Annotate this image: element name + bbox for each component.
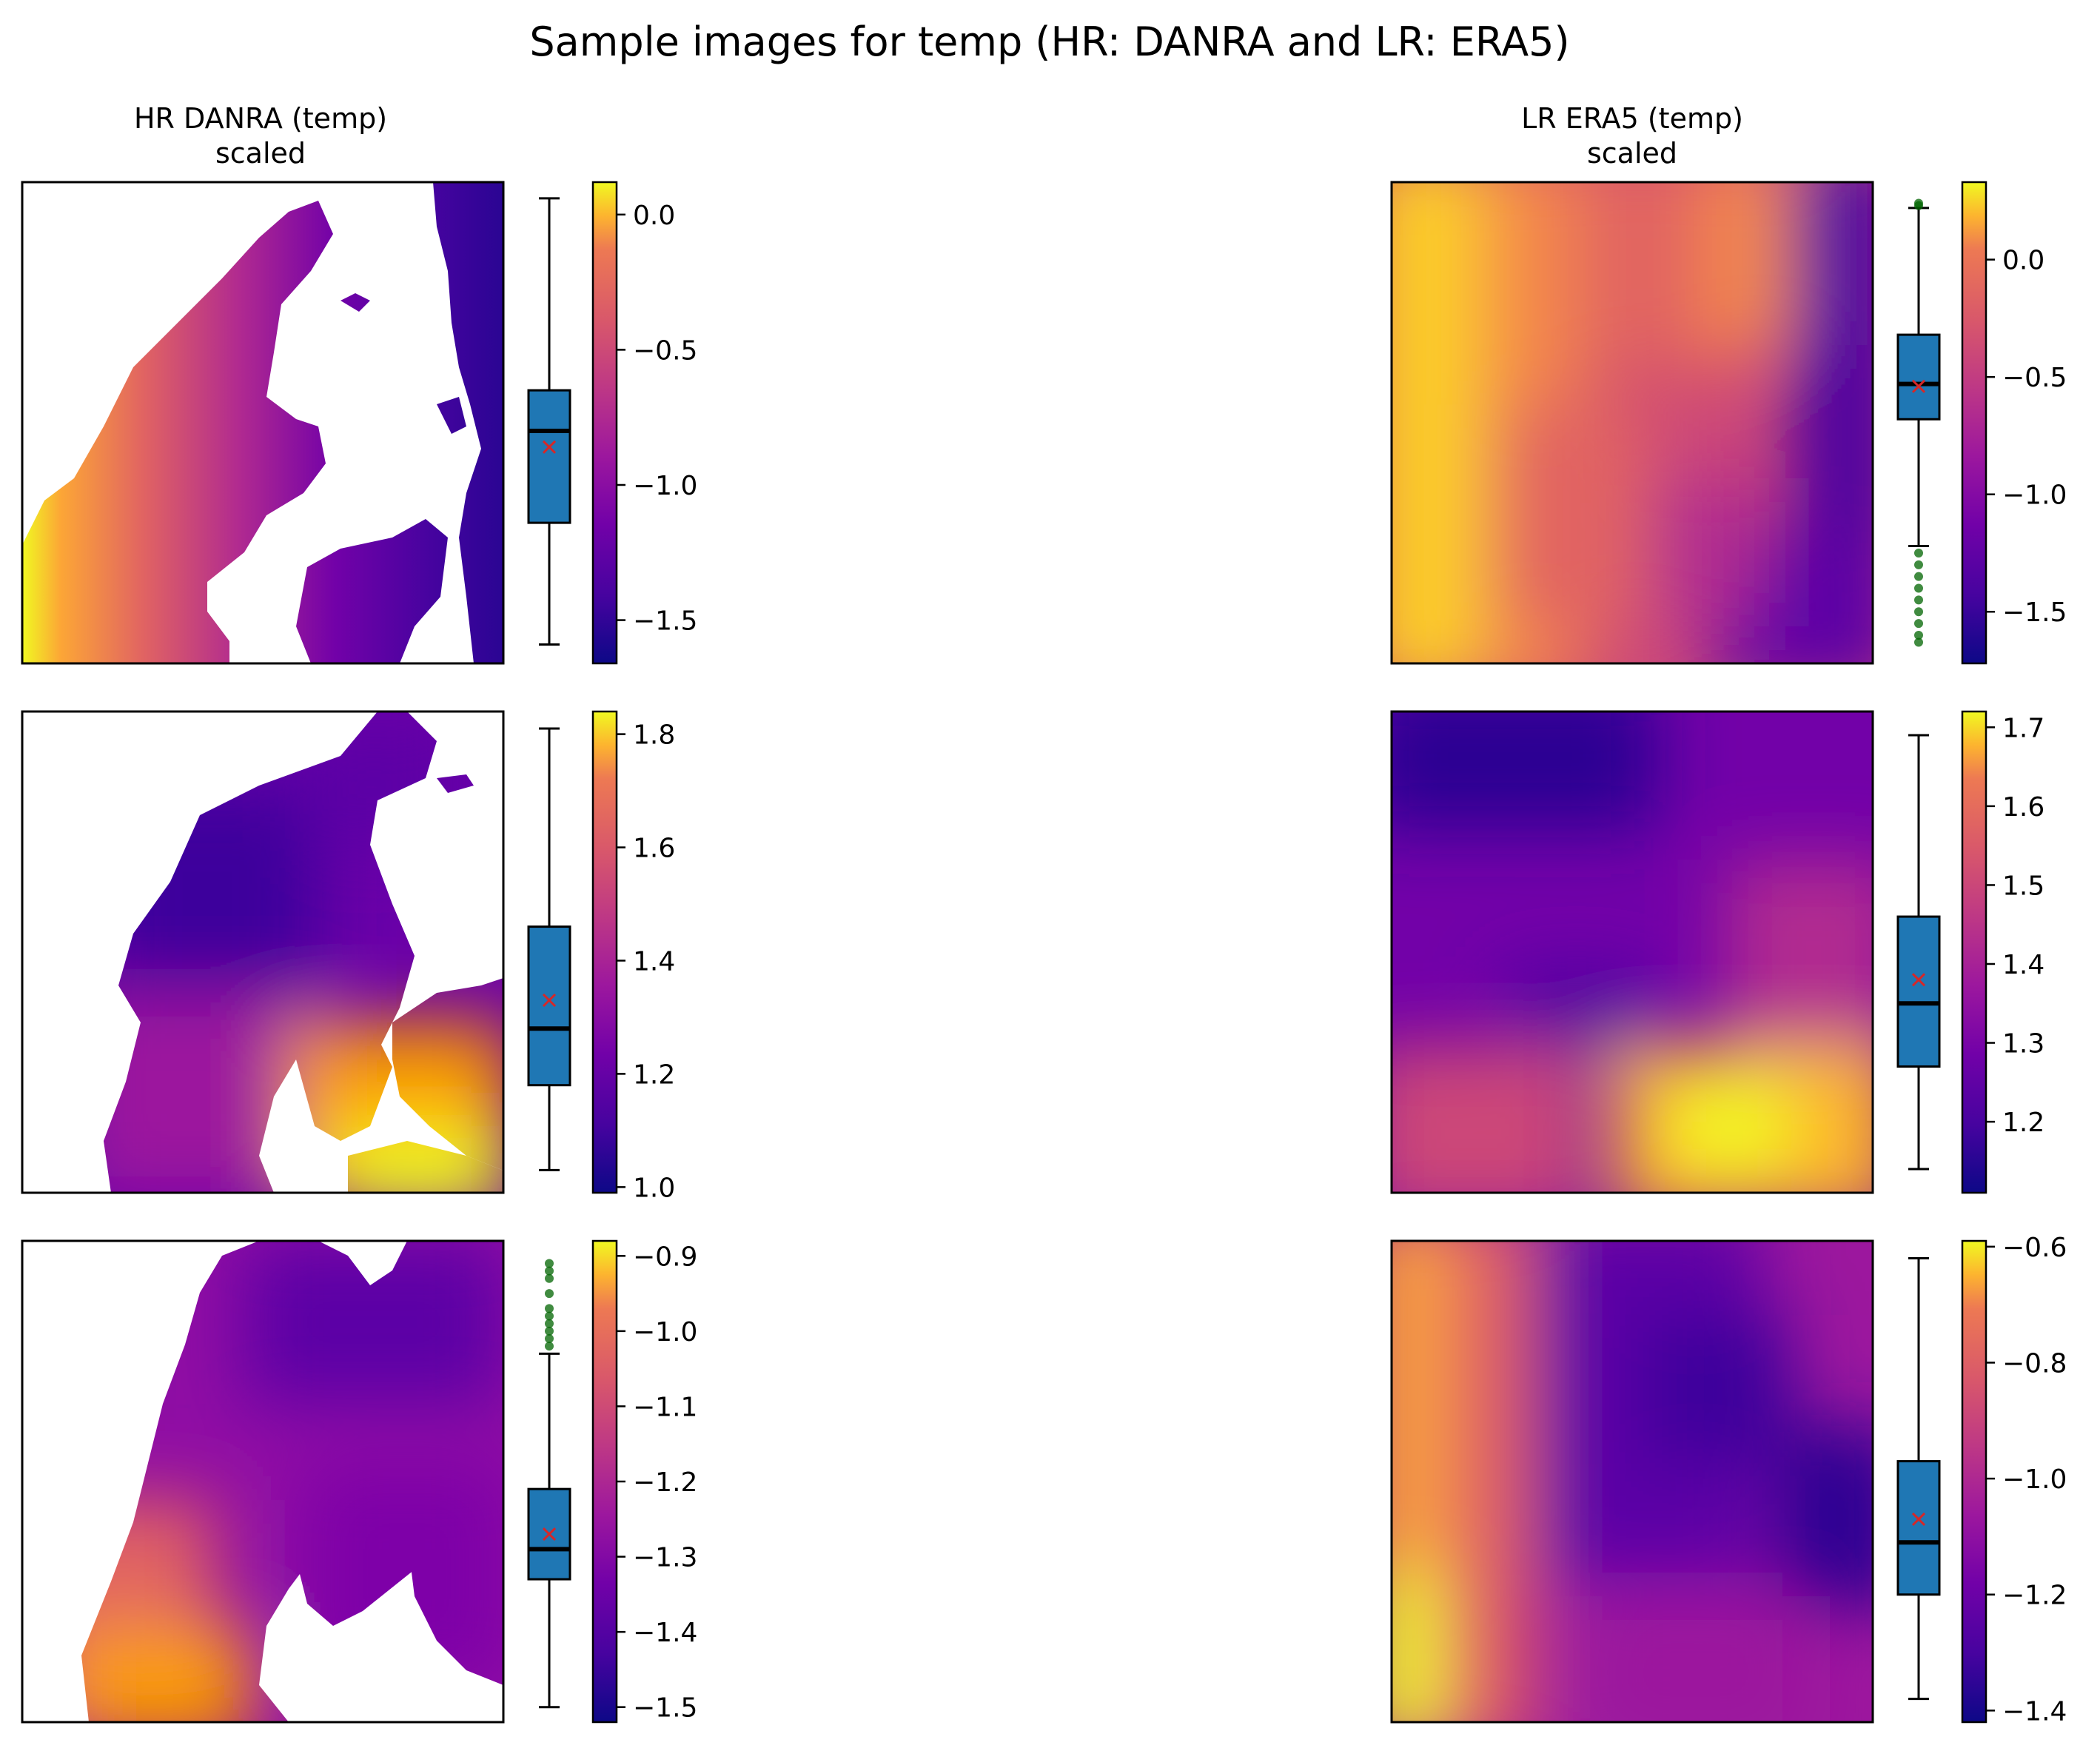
outlier-point <box>545 1334 554 1344</box>
colorbar <box>593 712 617 1193</box>
figure-title: Sample images for temp (HR: DANRA and LR… <box>529 19 1569 65</box>
colorbar-tick-label: −0.8 <box>2002 1348 2067 1379</box>
colorbar-tick-label: −1.0 <box>633 471 697 501</box>
colorbar-tick-label: 1.7 <box>2002 713 2044 743</box>
outlier-point <box>1914 630 1923 640</box>
colorbar-tick-label: 1.4 <box>2002 950 2044 980</box>
box-iqr <box>527 389 571 524</box>
box-iqr <box>527 925 571 1087</box>
column-title-hr-line1: HR DANRA (temp) <box>134 102 387 135</box>
colorbar-tick-label: −1.5 <box>633 1693 697 1724</box>
colorbar-tick-label: 1.2 <box>2002 1108 2044 1138</box>
map-lr-row3 <box>1390 1239 1874 1724</box>
colorbar-tick-label: −1.2 <box>2002 1581 2067 1611</box>
colorbar-frame <box>1961 181 1987 665</box>
outlier-point <box>545 1304 554 1313</box>
colorbar <box>1962 1241 1986 1722</box>
colorbar-tick-label: −1.5 <box>633 606 697 637</box>
mean-marker-stroke <box>1911 1512 1926 1526</box>
colorbar-frame <box>1961 710 1987 1194</box>
column-title-lr-line2: scaled <box>1587 137 1677 170</box>
colorbar-tick-label: −0.5 <box>2002 363 2067 393</box>
mean-marker <box>542 1527 557 1541</box>
mean-marker <box>1911 379 1926 393</box>
colorbar-tick-label: −1.0 <box>2002 1464 2067 1495</box>
outlier-point <box>545 1342 554 1351</box>
outlier-point <box>545 1289 554 1299</box>
mean-marker <box>1911 973 1926 987</box>
box-iqr <box>1896 333 1941 421</box>
map-hr-row2 <box>21 710 505 1194</box>
box-iqr <box>1896 1460 1941 1596</box>
mean-marker <box>542 440 557 454</box>
colorbar-tick-label: −1.0 <box>633 1317 697 1347</box>
colorbar-tick-label: −1.1 <box>633 1392 697 1422</box>
outlier-point <box>545 1326 554 1336</box>
mean-marker <box>542 993 557 1008</box>
boxplot-colorbar-layer: −1.5 −1.0 −0.5 0.0 −1.5 −1.0 −0.5 0.0 1.0 1.2 1.4 1… <box>527 181 2067 1727</box>
colorbar <box>593 1241 617 1722</box>
colorbar-tick-label: 1.0 <box>633 1173 675 1203</box>
colorbar-tick-label: −0.9 <box>633 1242 697 1272</box>
colorbar-tick-label: 1.6 <box>633 834 675 864</box>
colorbar-tick-label: 1.5 <box>2002 871 2044 901</box>
outlier-point <box>545 1311 554 1321</box>
outlier-point <box>545 1273 554 1283</box>
mean-marker-stroke <box>542 993 557 1008</box>
colorbar-tick-label: −0.5 <box>633 335 697 366</box>
map-lr-row2 <box>1390 710 1874 1194</box>
colorbar-tick-label: 1.4 <box>633 946 675 977</box>
mean-marker-stroke <box>1911 973 1926 987</box>
colorbar-tick-label: 0.0 <box>633 201 675 231</box>
colorbar-frame <box>1961 1239 1987 1724</box>
colorbar-tick-label: 0.0 <box>2002 246 2044 276</box>
outlier-point <box>1914 619 1923 629</box>
outlier-point <box>545 1319 554 1328</box>
map-hr-row1 <box>21 181 505 665</box>
outlier-point <box>1914 595 1923 605</box>
outlier-point <box>1914 548 1923 558</box>
outlier-point <box>1914 572 1923 581</box>
colorbar-tick-label: 1.6 <box>2002 792 2044 823</box>
mean-marker-stroke <box>542 440 557 454</box>
map-lr-row1 <box>1390 181 1874 665</box>
outlier-point <box>1914 560 1923 569</box>
outlier-point <box>1914 637 1923 647</box>
column-title-hr: HR DANRA (temp) scaled <box>134 102 387 170</box>
outlier-point <box>1914 607 1923 617</box>
colorbar <box>593 182 617 663</box>
colorbar <box>1962 182 1986 663</box>
colorbar-tick-label: −1.4 <box>2002 1696 2067 1727</box>
colorbar-tick-label: −1.0 <box>2002 481 2067 511</box>
colorbar-frame <box>591 181 618 665</box>
colorbar-tick-label: 1.8 <box>633 720 675 751</box>
box-iqr <box>1896 915 1941 1068</box>
colorbar-tick-label: −0.6 <box>2002 1233 2067 1263</box>
column-title-hr-line2: scaled <box>215 137 306 170</box>
mean-marker-stroke <box>1911 379 1926 393</box>
outlier-point <box>1914 198 1923 208</box>
colorbar-tick-label: −1.3 <box>633 1543 697 1573</box>
outlier-point <box>545 1259 554 1268</box>
outlier-point <box>1914 583 1923 593</box>
colorbar <box>1962 712 1986 1193</box>
mean-marker-stroke <box>542 1527 557 1541</box>
colorbar-tick-label: −1.5 <box>2002 597 2067 628</box>
colorbar-tick-label: −1.2 <box>633 1467 697 1498</box>
outlier-point <box>545 1266 554 1276</box>
colorbar-tick-label: −1.4 <box>633 1618 697 1648</box>
colorbar-tick-label: 1.2 <box>633 1059 675 1090</box>
map-hr-row3 <box>21 1239 505 1724</box>
colorbar-frame <box>591 710 618 1194</box>
colorbar-tick-label: 1.3 <box>2002 1029 2044 1059</box>
column-title-lr: LR ERA5 (temp) scaled <box>1521 102 1743 170</box>
mean-marker <box>1911 1512 1926 1526</box>
column-title-lr-line1: LR ERA5 (temp) <box>1521 102 1743 135</box>
